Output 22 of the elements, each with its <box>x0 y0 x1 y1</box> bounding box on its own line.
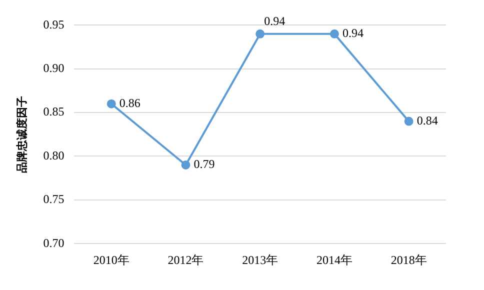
y-tick-label: 0.85 <box>43 104 64 119</box>
data-label: 0.79 <box>194 157 215 172</box>
point <box>181 160 190 170</box>
x-tick-label: 2012年 <box>168 252 204 267</box>
point <box>330 29 339 38</box>
data-label: 0.94 <box>264 14 286 28</box>
x-tick-label: 2018年 <box>390 252 427 267</box>
x-tick-label: 2013年 <box>242 252 278 267</box>
x-tick-label: 2010年 <box>93 252 130 267</box>
x-tick-label: 2014年 <box>316 252 352 267</box>
y-tick-label: 0.95 <box>43 17 64 32</box>
point <box>256 29 265 38</box>
y-tick-label: 0.80 <box>43 148 64 162</box>
data-label: 0.94 <box>342 26 364 40</box>
point <box>404 116 414 126</box>
point <box>106 99 116 108</box>
data-label: 0.84 <box>416 113 438 128</box>
y-tick-label: 0.70 <box>43 236 64 250</box>
y-tick-label: 0.90 <box>43 61 64 76</box>
y-tick-label: 0.75 <box>43 192 64 206</box>
y-axis-title: 品牌忠诚度因子 <box>15 96 28 173</box>
data-label: 0.86 <box>119 96 140 110</box>
